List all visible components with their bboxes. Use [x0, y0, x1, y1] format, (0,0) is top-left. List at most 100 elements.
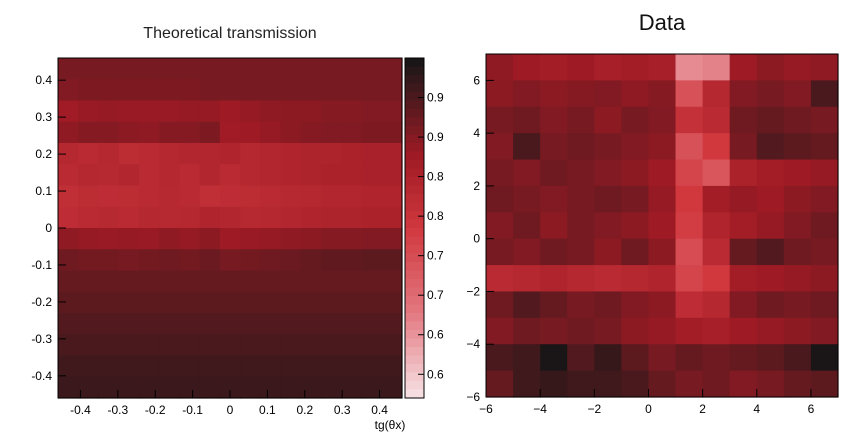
heatmap-cell — [179, 376, 201, 399]
heatmap-cell — [199, 206, 221, 229]
heatmap-cell — [729, 212, 758, 240]
heatmap-cell — [159, 334, 181, 357]
heatmap-cell — [361, 143, 383, 165]
heatmap-cell — [199, 355, 221, 378]
heatmap-cell — [341, 58, 363, 80]
heatmap-cell — [381, 249, 403, 272]
heatmap-cell — [648, 265, 677, 293]
heatmap-cell — [621, 291, 650, 319]
heatmap-cell — [240, 249, 261, 272]
heatmap-cell — [118, 313, 140, 335]
heatmap-cell — [594, 159, 622, 187]
heatmap-cell — [341, 228, 363, 250]
heatmap-cell — [341, 143, 363, 165]
heatmap-cell — [341, 100, 363, 123]
heatmap-cell — [381, 100, 403, 123]
heatmap-cell — [341, 164, 363, 187]
heatmap-cell — [783, 238, 812, 266]
heatmap-cell — [260, 291, 282, 314]
colorbar-segment — [405, 194, 424, 204]
heatmap-cell — [513, 185, 541, 213]
heatmap-cell — [98, 79, 120, 102]
heatmap-cell — [199, 228, 221, 250]
heatmap-cell — [381, 313, 403, 335]
heatmap-cell — [159, 270, 181, 293]
heatmap-cell — [321, 249, 342, 272]
heatmap-cell — [98, 143, 120, 165]
heatmap-cell — [280, 58, 302, 80]
heatmap-cell — [341, 270, 363, 293]
heatmap-cell — [361, 228, 383, 250]
heatmap-cell — [486, 265, 514, 293]
heatmap-cell — [159, 58, 181, 80]
heatmap-cell — [648, 370, 677, 398]
x-tick-label: 0 — [227, 403, 234, 417]
heatmap-cell — [58, 79, 79, 102]
heatmap-cell — [179, 58, 201, 80]
heatmap-cell — [219, 291, 241, 314]
heatmap-cell — [280, 121, 302, 144]
heatmap-cell — [219, 270, 241, 293]
chart-title: Theoretical transmission — [143, 25, 316, 42]
x-axis-label: tg(θx) — [375, 418, 406, 432]
heatmap-cell — [280, 334, 302, 357]
heatmap-cell — [540, 344, 568, 372]
heatmap-cell — [810, 344, 839, 372]
heatmap-cell — [381, 121, 403, 144]
x-tick-label: -0.1 — [182, 403, 203, 417]
y-tick-label: 0.1 — [35, 184, 52, 198]
heatmap-cell — [260, 249, 282, 272]
heatmap-cell — [260, 313, 282, 335]
colorbar-segment — [405, 202, 424, 212]
heatmap-cell — [540, 54, 568, 81]
colorbar-segment — [405, 347, 424, 357]
heatmap-cell — [540, 185, 568, 213]
x-tick-label: 2 — [699, 402, 706, 416]
heatmap-cell — [702, 291, 731, 319]
heatmap-cell — [648, 133, 677, 161]
heatmap-cell — [341, 376, 363, 399]
heatmap-cell — [540, 370, 568, 398]
colorbar-segment — [405, 185, 424, 195]
x-tick-label: −4 — [533, 402, 547, 416]
heatmap-cell — [300, 79, 322, 102]
heatmap-cell — [540, 80, 568, 108]
heatmap-cell — [280, 100, 302, 123]
colorbar-segment — [405, 236, 424, 246]
heatmap-cell — [280, 249, 302, 272]
heatmap-cell — [179, 313, 201, 335]
heatmap-cell — [648, 317, 677, 345]
heatmap-cell — [260, 79, 282, 102]
colorbar-segment — [405, 313, 424, 323]
heatmap-cell — [810, 291, 839, 319]
heatmap-cell — [138, 164, 160, 187]
heatmap-cell — [118, 376, 140, 399]
heatmap-cell — [381, 206, 403, 229]
heatmap-cell — [702, 370, 731, 398]
heatmap-cell — [381, 228, 403, 250]
heatmap-cell — [810, 238, 839, 266]
colorbar-segment — [405, 381, 424, 391]
heatmap-cell — [240, 355, 261, 378]
heatmap-cell — [280, 291, 302, 314]
colorbar-tick-label: 0.9 — [427, 130, 444, 144]
heatmap-cell — [78, 334, 100, 357]
heatmap-cell — [98, 334, 120, 357]
heatmap-cell — [381, 164, 403, 187]
heatmap-cell — [486, 238, 514, 266]
heatmap-cell — [219, 228, 241, 250]
heatmap-cell — [341, 185, 363, 208]
heatmap-cell — [341, 121, 363, 144]
heatmap-cell — [280, 313, 302, 335]
heatmap-cell — [810, 133, 839, 161]
heatmap-cell — [621, 212, 650, 240]
heatmap-cell — [621, 185, 650, 213]
heatmap-cell — [300, 355, 322, 378]
heatmap-cell — [118, 79, 140, 102]
heatmap-cell — [219, 58, 241, 80]
heatmap-cell — [513, 238, 541, 266]
heatmap-cell — [280, 164, 302, 187]
heatmap-cell — [594, 80, 622, 108]
heatmap-cell — [260, 376, 282, 399]
colorbar-segment — [405, 66, 424, 76]
